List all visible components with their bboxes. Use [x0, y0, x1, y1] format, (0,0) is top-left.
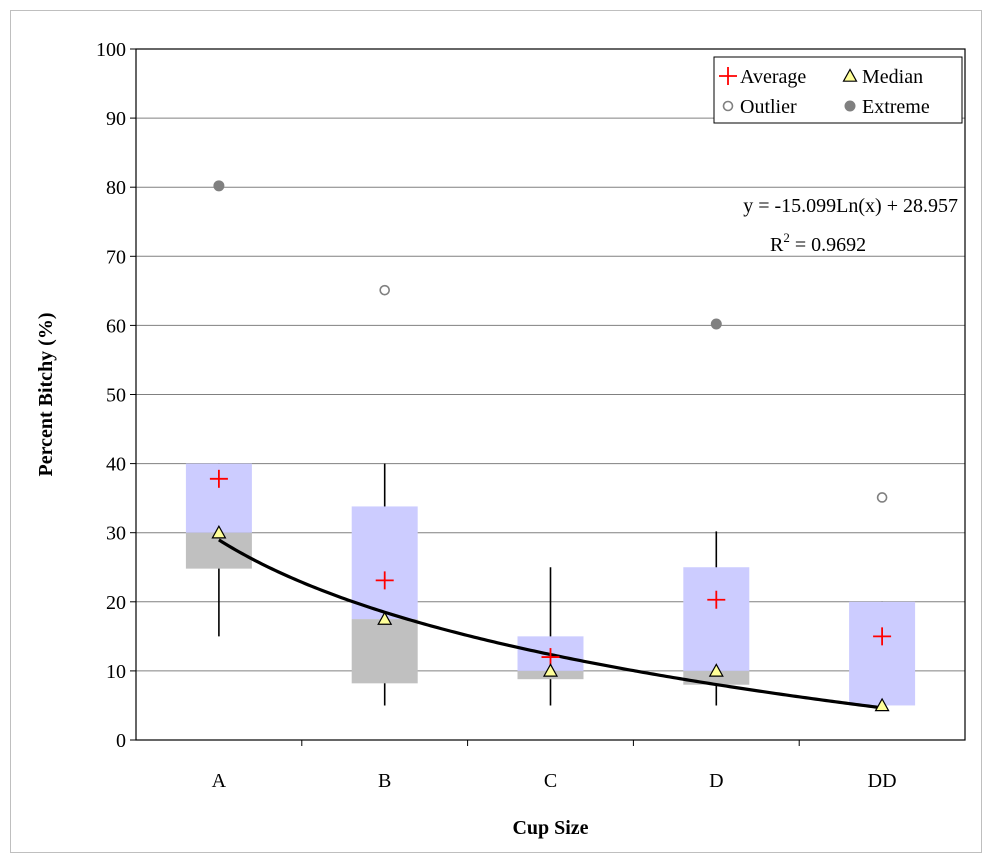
- y-tick-label-50: 50: [106, 385, 126, 407]
- chart-frame: [10, 10, 982, 853]
- upper-box-DD: [849, 601, 916, 706]
- trendline-equation: y = -15.099Ln(x) + 28.957 R2 = 0.9692: [743, 195, 958, 256]
- median-marker-C: [542, 663, 559, 677]
- upper-box-B: [351, 506, 418, 620]
- legend-outlier-label: Outlier: [740, 96, 797, 118]
- plot-area-border: [135, 48, 966, 741]
- r2-value: = 0.9692: [790, 234, 866, 256]
- legend-extreme-marker: [844, 100, 856, 112]
- trendline-equation-text: y = -15.099Ln(x) + 28.957: [743, 195, 958, 217]
- median-marker-DD: [874, 697, 890, 712]
- median-marker-D: [708, 663, 724, 677]
- legend-average-label: Average: [740, 66, 806, 88]
- extreme-point-A-0: [213, 180, 225, 192]
- lower-box-A: [185, 532, 252, 569]
- y-tick-label-40: 40: [106, 454, 126, 476]
- average-marker-DD: [873, 627, 892, 646]
- average-marker-B: [375, 571, 394, 590]
- boxes: [185, 463, 916, 706]
- outlier-point-DD-0: [876, 492, 888, 503]
- median-marker-A: [211, 524, 227, 539]
- extreme-point-D-0: [710, 318, 722, 330]
- median-marker-B: [377, 611, 393, 625]
- legend-median-marker: [842, 68, 858, 82]
- average-marker-D: [707, 590, 726, 609]
- y-tick-label-90: 90: [106, 108, 126, 130]
- y-tick-label-10: 10: [106, 661, 126, 683]
- trendline-r2-text: R2 = 0.9692: [770, 230, 866, 256]
- legend-median-label: Median: [862, 66, 923, 88]
- y-axis-title: Percent Bitchy (%): [35, 312, 57, 476]
- outlier-point-B-0: [379, 284, 391, 296]
- legend-outlier-marker: [722, 100, 734, 112]
- x-tick-label-D: D: [709, 770, 723, 792]
- markers: [209, 180, 892, 712]
- x-tick-label-A: A: [212, 770, 227, 792]
- y-tick-label-80: 80: [106, 177, 126, 199]
- y-tick-label-20: 20: [106, 592, 126, 614]
- legend-extreme-label: Extreme: [862, 96, 930, 118]
- x-axis-title: Cup Size: [512, 817, 588, 839]
- x-tick-label-C: C: [544, 770, 557, 792]
- y-tick-label-0: 0: [116, 730, 126, 752]
- r2-superscript: 2: [783, 230, 790, 245]
- legend-average-marker: [719, 67, 737, 85]
- y-tick-label-100: 100: [96, 39, 126, 61]
- upper-box-D: [683, 567, 750, 671]
- lower-box-B: [351, 619, 418, 684]
- x-tick-label-B: B: [378, 770, 391, 792]
- y-tick-label-70: 70: [106, 246, 126, 268]
- average-marker-C: [541, 648, 560, 667]
- legend-box: [713, 56, 963, 124]
- legend: Average Median Outlier Extreme: [713, 56, 963, 124]
- y-tick-label-60: 60: [106, 315, 126, 337]
- y-tick-label-30: 30: [106, 523, 126, 545]
- r2-prefix: R: [770, 234, 784, 256]
- average-marker-A: [209, 469, 228, 488]
- x-tick-label-DD: DD: [868, 770, 897, 792]
